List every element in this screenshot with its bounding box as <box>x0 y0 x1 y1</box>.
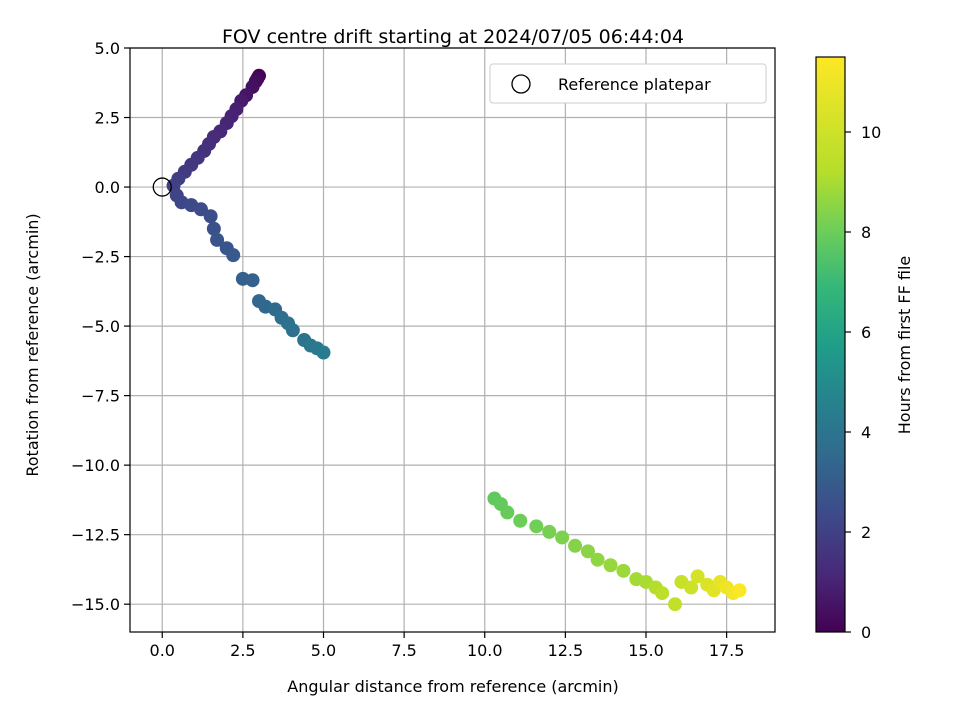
colorbar-ticks: 0 2 4 6 8 10 <box>845 123 881 642</box>
scatter-point <box>603 558 618 573</box>
scatter-point <box>590 552 605 567</box>
legend-marker <box>511 74 531 94</box>
scatter-point <box>684 580 699 595</box>
scatter-point <box>529 519 544 534</box>
scatter-point <box>616 563 631 578</box>
scatter-point <box>285 323 300 338</box>
scatter-point <box>203 209 218 224</box>
scatter-points <box>166 68 747 612</box>
colorbar-tick-label: 4 <box>861 423 871 442</box>
x-tick-label: 17.5 <box>709 641 745 660</box>
colorbar-tick-label: 8 <box>861 223 871 242</box>
scatter-point <box>245 273 260 288</box>
legend: Reference platepar <box>489 63 767 104</box>
colorbar-gradient <box>815 56 846 633</box>
y-tick-label: −10.0 <box>71 456 120 475</box>
x-tick-label: 15.0 <box>628 641 664 660</box>
scatter-point <box>542 524 557 539</box>
scatter-point <box>316 345 331 360</box>
x-tick-label: 5.0 <box>311 641 336 660</box>
y-tick-label: −2.5 <box>81 248 120 267</box>
x-tick-label: 7.5 <box>391 641 416 660</box>
colorbar: 0 2 4 6 8 10 <box>815 56 881 642</box>
scatter-point <box>226 248 241 263</box>
x-tick-label: 0.0 <box>150 641 175 660</box>
x-tick-label: 10.0 <box>467 641 503 660</box>
x-tick-label: 12.5 <box>548 641 584 660</box>
colorbar-tick-label: 6 <box>861 323 871 342</box>
scatter-point <box>555 530 570 545</box>
legend-entry-reference: Reference platepar <box>558 75 711 94</box>
legend-box <box>489 63 767 104</box>
y-tick-label: 5.0 <box>95 39 120 58</box>
colorbar-tick-label: 10 <box>861 123 881 142</box>
colorbar-tick-label: 2 <box>861 523 871 542</box>
scatter-point <box>513 513 528 528</box>
scatter-point <box>690 569 705 584</box>
y-axis: 5.0 2.5 0.0 −2.5 −5.0 −7.5 −10.0 −12.5 −15.0 <box>71 39 130 614</box>
scatter-point <box>206 221 221 236</box>
colorbar-tick-label: 0 <box>861 623 871 642</box>
scatter-point <box>210 232 225 247</box>
y-tick-label: −12.5 <box>71 526 120 545</box>
y-axis-label: Rotation from reference (arcmin) <box>23 213 42 476</box>
scatter-point <box>580 544 595 559</box>
y-tick-label: 0.0 <box>95 178 120 197</box>
x-axis-label: Angular distance from reference (arcmin) <box>287 677 618 696</box>
x-axis: 0.0 2.5 5.0 7.5 10.0 12.5 15.0 17.5 <box>150 632 745 660</box>
scatter-point <box>500 505 515 520</box>
y-tick-label: −7.5 <box>81 387 120 406</box>
chart-title: FOV centre drift starting at 2024/07/05 … <box>222 26 684 48</box>
scatter-point <box>668 597 683 612</box>
x-tick-label: 2.5 <box>230 641 255 660</box>
scatter-point <box>655 586 670 601</box>
scatter-point <box>732 583 747 598</box>
plot-frame <box>129 47 776 633</box>
scatter-point <box>568 538 583 553</box>
plot-background <box>130 48 775 632</box>
y-tick-label: 2.5 <box>95 109 120 128</box>
reference-platepar-marker <box>152 177 172 197</box>
y-tick-label: −5.0 <box>81 317 120 336</box>
y-tick-label: −15.0 <box>71 595 120 614</box>
plot-area <box>129 47 776 633</box>
scatter-point <box>193 202 208 217</box>
colorbar-label: Hours from first FF file <box>895 256 914 435</box>
